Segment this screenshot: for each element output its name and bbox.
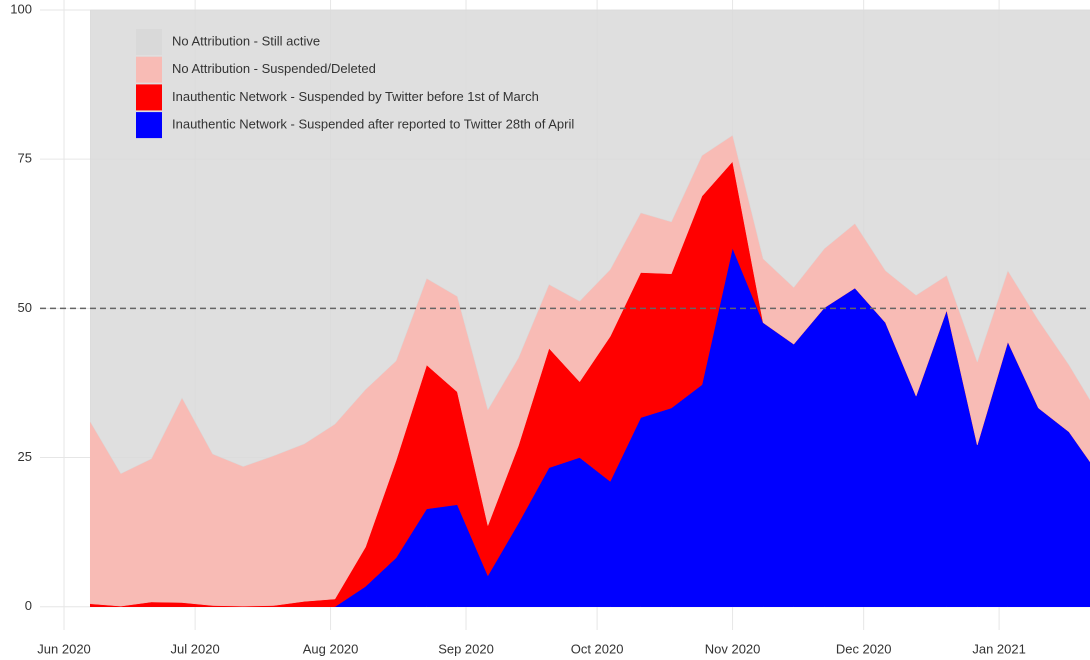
legend-label: No Attribution - Still active bbox=[172, 33, 320, 48]
legend-swatch bbox=[136, 84, 162, 111]
x-tick-label: Nov 2020 bbox=[705, 641, 761, 656]
legend-swatch bbox=[136, 56, 162, 83]
y-tick-label: 25 bbox=[18, 449, 32, 464]
y-tick-label: 50 bbox=[18, 300, 32, 315]
y-tick-label: 75 bbox=[18, 151, 32, 166]
x-tick-label: Dec 2020 bbox=[836, 641, 892, 656]
legend-swatch bbox=[136, 112, 162, 139]
areas bbox=[89, 9, 1090, 607]
x-tick-label: Jan 2021 bbox=[972, 641, 1026, 656]
y-tick-label: 0 bbox=[25, 598, 32, 613]
overlay: 0 25 50 75 100 Jun 2020 Jul 2020 Aug 2020 Sep 20… bbox=[10, 1, 1090, 656]
x-tick-label: Oct 2020 bbox=[571, 641, 624, 656]
x-tick-label: Aug 2020 bbox=[303, 641, 359, 656]
y-tick-label: 100 bbox=[10, 1, 32, 16]
x-tick-label: Jun 2020 bbox=[37, 641, 91, 656]
legend-label: Inauthentic Network - Suspended by Twitt… bbox=[172, 89, 539, 104]
legend-label: Inauthentic Network - Suspended after re… bbox=[172, 117, 574, 132]
area bbox=[89, 9, 1090, 474]
legend-label: No Attribution - Suspended/Deleted bbox=[172, 61, 376, 76]
x-tick-label: Sep 2020 bbox=[438, 641, 494, 656]
x-tick-label: Jul 2020 bbox=[171, 641, 220, 656]
legend-swatch bbox=[136, 29, 162, 55]
